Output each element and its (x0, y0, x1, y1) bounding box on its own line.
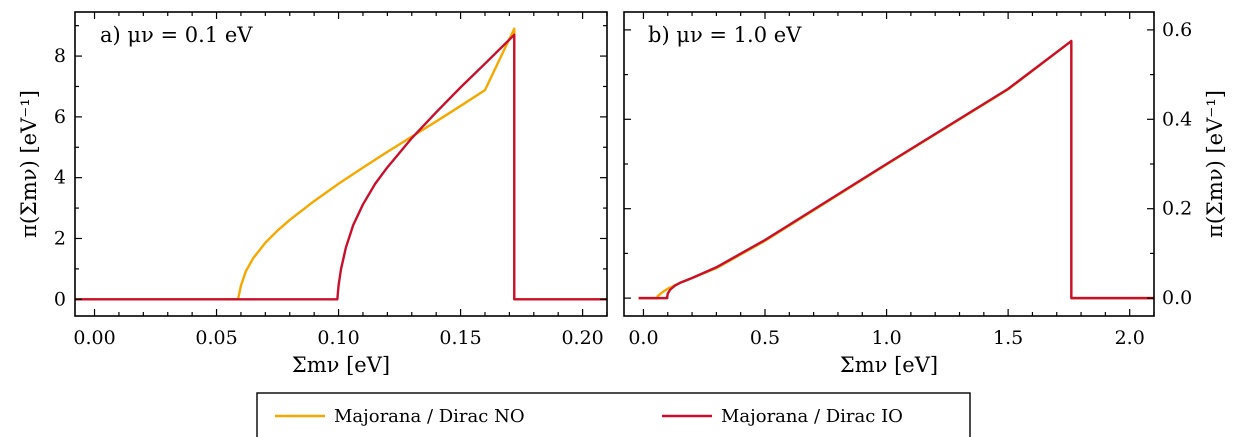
legend-label-inverted-ordering: Majorana / Dirac IO (721, 406, 903, 427)
panel-b-label: b) μν = 1.0 eV (648, 23, 802, 47)
panel-a-y-axis-label: π(Σmν) [eV⁻¹] (17, 90, 41, 238)
panel-b-y-tick-label: 0.4 (1162, 108, 1192, 130)
panel-b-x-tick-label: 1.0 (871, 327, 901, 349)
panel-b-series-normal-ordering-line (638, 39, 1154, 300)
panel-b-y-tick-label: 0.0 (1162, 287, 1192, 309)
panel-a-x-tick-label: 0.20 (561, 327, 603, 349)
panel-a-y-tick-label: 6 (54, 106, 66, 128)
legend-label-normal-ordering: Majorana / Dirac NO (334, 406, 525, 427)
legend-box (256, 392, 971, 437)
panel-a-frame (74, 11, 608, 317)
panel-a-y-tick-label: 2 (54, 227, 66, 249)
panel-a-x-tick-label: 0.10 (317, 327, 359, 349)
panel-a-x-axis-label: Σmν [eV] (292, 353, 390, 377)
panel-b-x-tick-label: 0.5 (750, 327, 780, 349)
panel-a: 0.00 0.05 0.10 0.15 0.20 0 2 4 6 8 a) μν = 0.1 eV… (17, 11, 608, 377)
panel-b-x-tick-label: 1.5 (993, 327, 1023, 349)
panel-b-series-inverted-ordering-line (638, 39, 1154, 300)
panel-b-x-tick-label: 2.0 (1115, 327, 1145, 349)
panel-b-y-axis-label: π(Σmν) [eV⁻¹] (1203, 90, 1227, 238)
panel-a-x-tick-label: 0.15 (439, 327, 481, 349)
panel-a-label: a) μν = 0.1 eV (100, 23, 253, 47)
panel-b-y-tick-label: 0.2 (1162, 198, 1192, 220)
panel-b: 0.0 0.5 1.0 1.5 2.0 0.0 0.2 0.4 0.6 b) μν = 1.0 … (623, 11, 1227, 377)
panel-b-x-tick-label: 0.0 (628, 327, 658, 349)
panel-a-series-inverted-ordering-line (75, 33, 607, 301)
panel-a-y-tick-label: 4 (54, 167, 66, 189)
panel-a-y-tick-label: 8 (54, 45, 66, 67)
panel-a-series-normal-ordering-line (75, 27, 607, 301)
legend: Majorana / Dirac NO Majorana / Dirac IO (256, 392, 971, 437)
panel-b-y-tick-label: 0.6 (1162, 19, 1192, 41)
panel-a-x-tick-label: 0.00 (73, 327, 115, 349)
panel-a-y-tick-label: 0 (54, 288, 66, 310)
panel-a-x-tick-label: 0.05 (195, 327, 237, 349)
panel-b-x-axis-label: Σmν [eV] (840, 353, 938, 377)
